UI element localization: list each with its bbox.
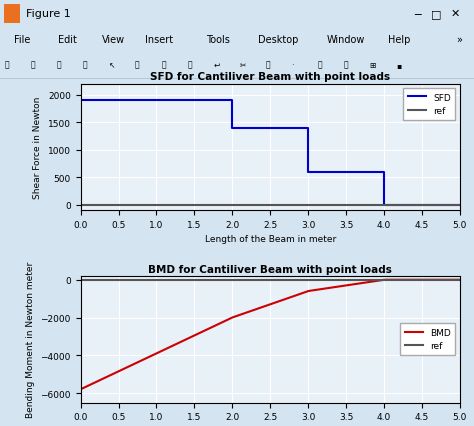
- Text: 🔍: 🔍: [135, 60, 140, 69]
- Text: ·: ·: [292, 60, 294, 69]
- Text: View: View: [101, 35, 125, 45]
- Text: ─: ─: [414, 9, 420, 19]
- Text: 🖨: 🖨: [83, 60, 88, 69]
- Text: ⊞: ⊞: [370, 60, 376, 69]
- Text: 📋: 📋: [318, 60, 322, 69]
- Text: Window: Window: [327, 35, 365, 45]
- X-axis label: Length of the Beam in meter: Length of the Beam in meter: [205, 235, 336, 244]
- Y-axis label: Bending Moment in Newton meter: Bending Moment in Newton meter: [26, 262, 35, 417]
- Text: Edit: Edit: [58, 35, 77, 45]
- Text: ✕: ✕: [450, 9, 460, 19]
- Text: Insert: Insert: [145, 35, 173, 45]
- Legend: SFD, ref: SFD, ref: [403, 89, 455, 120]
- Title: SFD for Cantiliver Beam with point loads: SFD for Cantiliver Beam with point loads: [150, 72, 390, 82]
- Text: 🖌: 🖌: [265, 60, 270, 69]
- Bar: [4, 5, 20, 24]
- Text: Figure 1: Figure 1: [26, 9, 71, 19]
- Legend: BMD, ref: BMD, ref: [400, 324, 455, 355]
- Text: ✂: ✂: [239, 60, 246, 69]
- Text: Tools: Tools: [206, 35, 229, 45]
- Text: File: File: [14, 35, 31, 45]
- Text: □: □: [431, 9, 441, 19]
- Text: 📂: 📂: [31, 60, 36, 69]
- Text: Help: Help: [388, 35, 410, 45]
- Text: 🔍: 🔍: [161, 60, 166, 69]
- Title: BMD for Cantiliver Beam with point loads: BMD for Cantiliver Beam with point loads: [148, 264, 392, 274]
- Text: 📱: 📱: [344, 60, 348, 69]
- Text: ↖: ↖: [109, 60, 115, 69]
- Text: Desktop: Desktop: [258, 35, 298, 45]
- Text: »: »: [456, 35, 462, 45]
- Text: ✋: ✋: [187, 60, 192, 69]
- Text: 🗋: 🗋: [5, 60, 9, 69]
- Text: ↩: ↩: [213, 60, 219, 69]
- Text: ▪: ▪: [396, 60, 401, 69]
- Text: 💾: 💾: [57, 60, 62, 69]
- Y-axis label: Shear Force in Newton: Shear Force in Newton: [33, 96, 42, 199]
